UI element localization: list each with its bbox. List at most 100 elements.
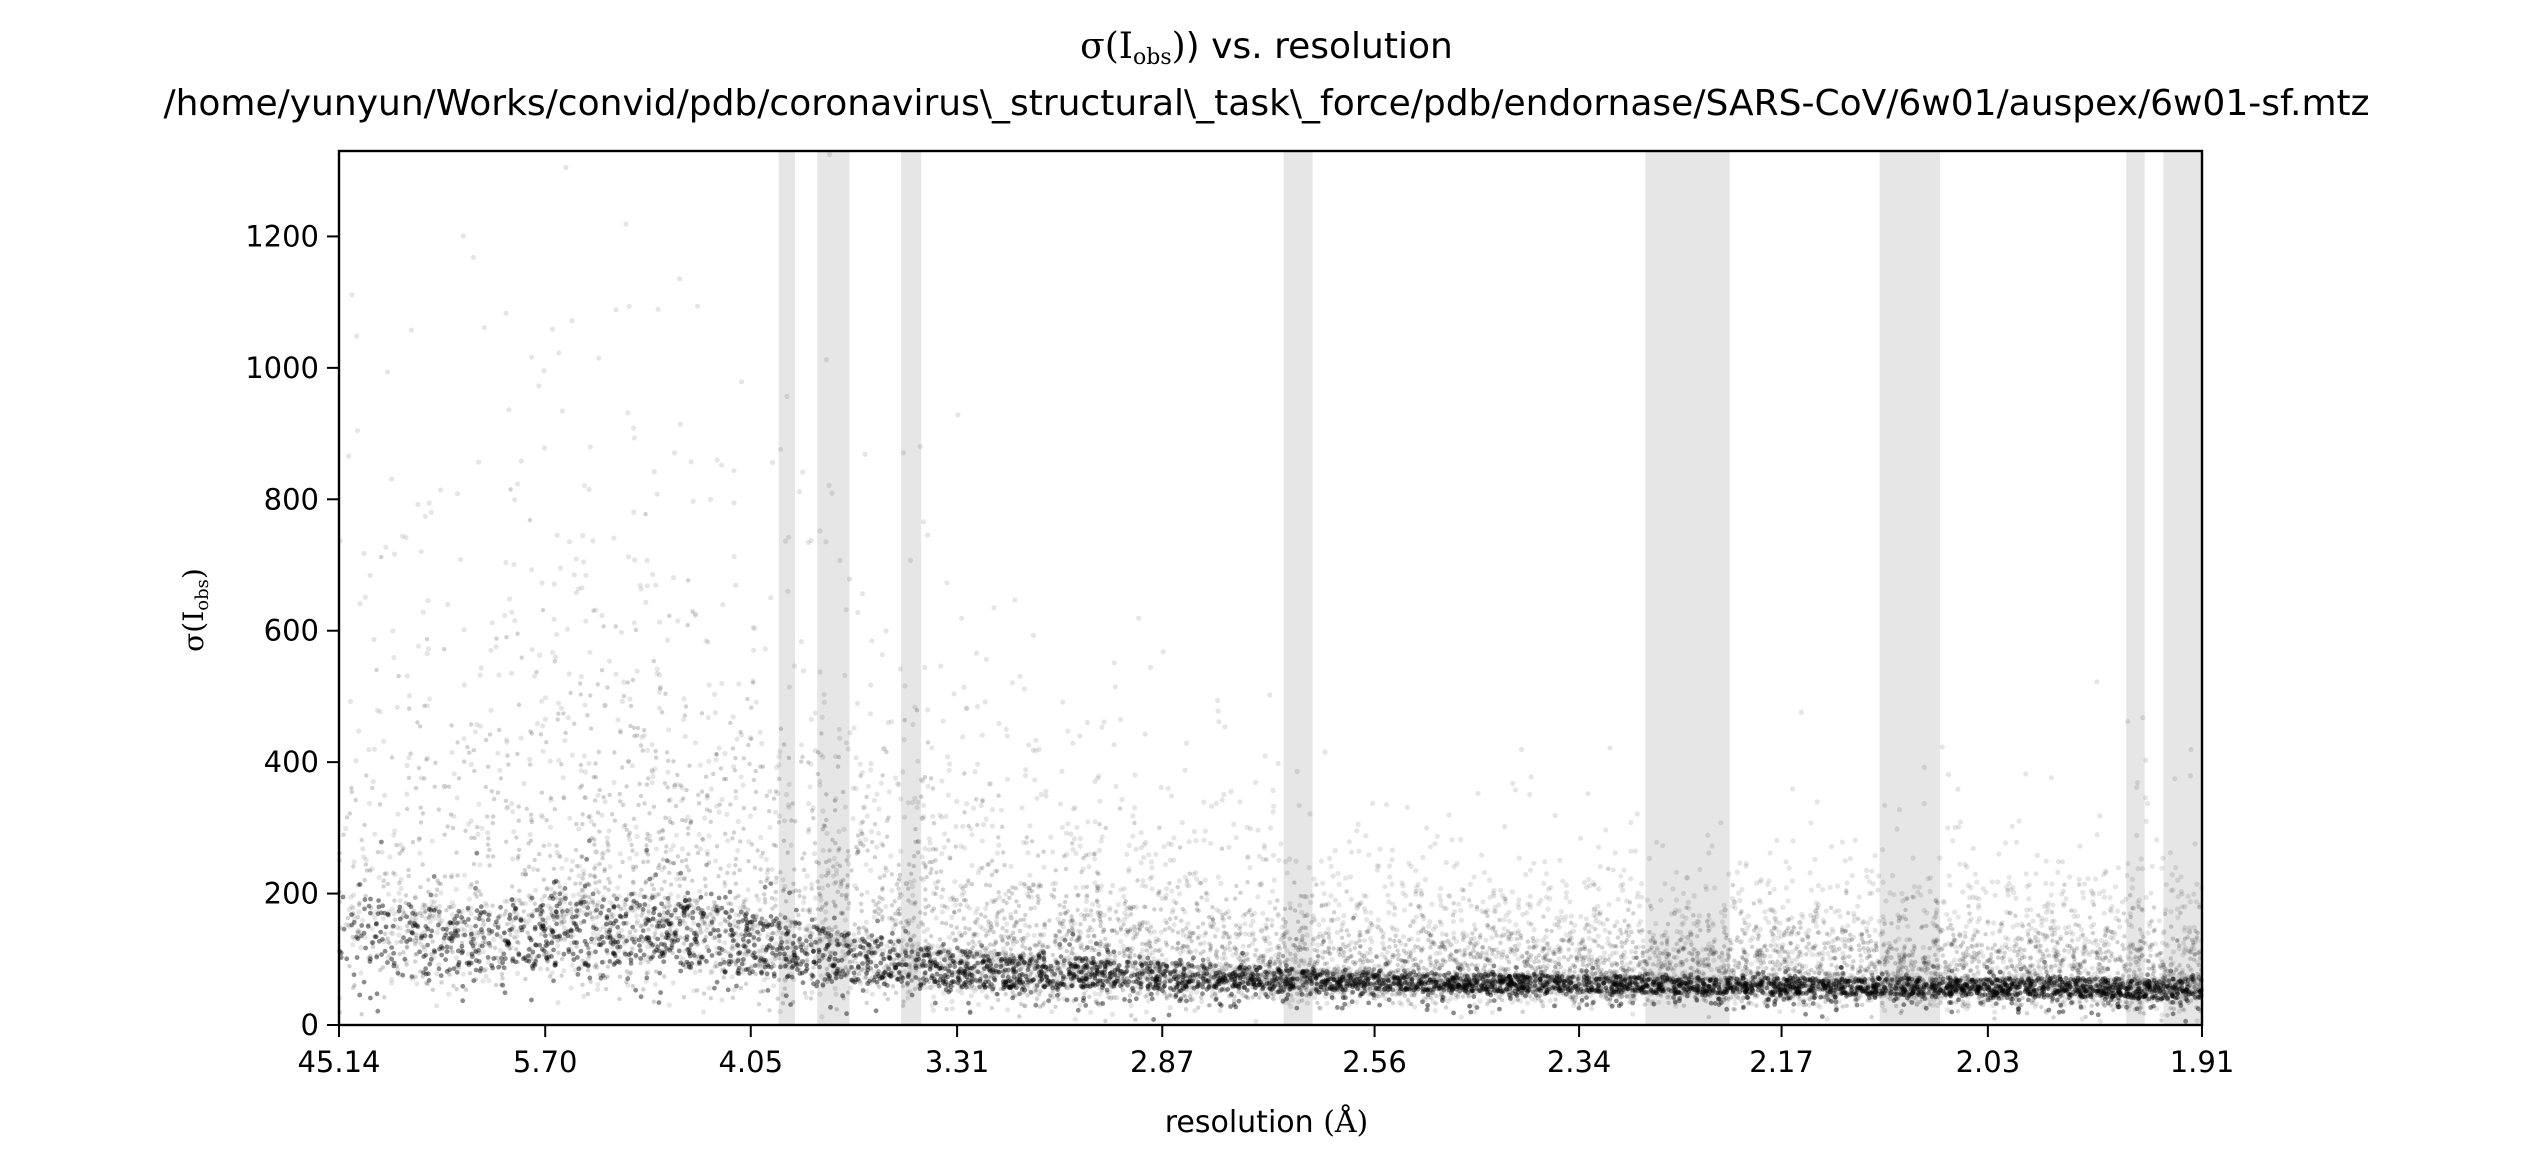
data-point [509, 809, 516, 815]
data-point [1920, 944, 1926, 951]
data-point [1513, 979, 1519, 985]
data-point [651, 469, 658, 475]
data-point [392, 828, 398, 834]
data-point [1272, 978, 1278, 984]
data-point [2101, 910, 2107, 916]
data-point [1271, 852, 1277, 858]
data-point [2023, 771, 2029, 777]
data-point [1706, 850, 1712, 856]
data-point [650, 774, 656, 780]
data-point [2129, 876, 2136, 883]
data-point [1347, 874, 1353, 880]
data-point [1424, 825, 1430, 831]
data-point [1480, 899, 1486, 905]
data-point [1558, 909, 1564, 915]
data-point [529, 647, 535, 653]
data-point [765, 931, 771, 938]
data-point [554, 631, 560, 638]
data-point [1083, 907, 1089, 913]
data-point [2060, 888, 2066, 894]
data-point [703, 638, 709, 644]
data-point [644, 583, 650, 589]
data-point [398, 885, 404, 892]
data-point [1996, 929, 2002, 935]
data-point [1658, 897, 1664, 903]
data-point [2090, 892, 2096, 898]
data-point [697, 762, 703, 768]
data-point [682, 733, 688, 740]
data-point [773, 879, 779, 885]
data-point [1923, 970, 1929, 976]
data-point [526, 917, 532, 924]
data-point [722, 883, 728, 889]
data-point [1310, 941, 1316, 947]
data-point [743, 897, 749, 903]
data-point [1193, 975, 1199, 981]
data-point [2080, 889, 2086, 896]
data-point [2143, 940, 2149, 947]
data-point [415, 501, 421, 508]
data-point [541, 368, 547, 374]
data-point [960, 823, 966, 830]
data-point [753, 699, 759, 705]
data-point [716, 809, 722, 815]
data-point [549, 649, 556, 656]
data-point [1492, 908, 1499, 914]
data-point [958, 953, 964, 959]
data-point [1668, 911, 1675, 917]
data-point [807, 784, 813, 790]
data-point [381, 738, 387, 744]
data-point [1310, 916, 1317, 922]
data-point [466, 896, 472, 902]
data-point [1162, 861, 1169, 868]
data-point [1400, 883, 1406, 889]
data-point [1458, 907, 1464, 914]
data-point [1092, 856, 1098, 862]
data-point [2185, 893, 2191, 899]
data-point [1910, 855, 1916, 861]
data-point [2051, 918, 2057, 924]
data-point [350, 942, 356, 948]
data-point [983, 816, 989, 822]
data-point [1541, 880, 1547, 887]
data-point [2156, 918, 2162, 924]
data-point [581, 559, 587, 565]
data-point [776, 754, 782, 760]
data-point [1771, 909, 1778, 915]
data-point [842, 804, 849, 810]
title-sigma-subscript: obs [1133, 45, 1172, 70]
data-point [1343, 875, 1349, 881]
data-point [1163, 886, 1169, 892]
data-point [569, 318, 575, 324]
ice-ring-bands [778, 151, 2202, 1025]
data-point [762, 646, 768, 652]
data-point [347, 698, 354, 705]
data-point [1316, 922, 1322, 928]
data-point [1577, 947, 1583, 953]
data-point [1142, 731, 1148, 737]
data-point [537, 906, 543, 912]
data-point [1770, 937, 1776, 944]
data-point [996, 720, 1002, 727]
data-point [477, 672, 483, 678]
data-point [1449, 837, 1455, 843]
data-point [1471, 935, 1477, 942]
data-point [1543, 871, 1550, 877]
data-point [483, 973, 489, 980]
data-point [883, 628, 889, 634]
data-point [1970, 954, 1976, 960]
data-point [1454, 861, 1460, 867]
data-point [1311, 876, 1317, 882]
data-point [1217, 1007, 1223, 1014]
data-point [1816, 883, 1822, 889]
data-point [566, 539, 573, 545]
data-point [418, 549, 424, 555]
data-point [631, 620, 637, 626]
data-point [1475, 978, 1481, 985]
data-point [677, 421, 684, 427]
data-point [1019, 805, 1025, 811]
data-point [514, 970, 521, 977]
data-point [1747, 937, 1753, 943]
data-point [817, 778, 823, 785]
data-point [2181, 940, 2187, 946]
